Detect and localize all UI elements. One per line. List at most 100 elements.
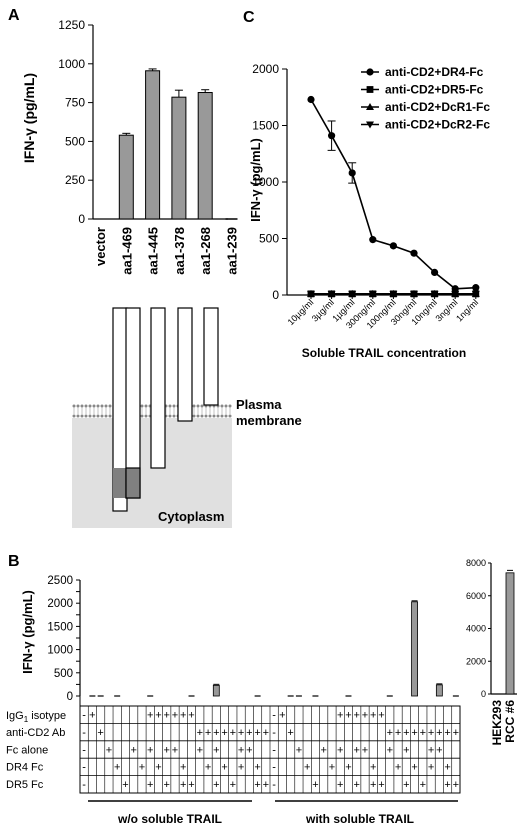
chart-a-category-label: aa1-378 — [172, 227, 187, 275]
chart-b-cell: + — [172, 744, 178, 756]
chart-b-cell: + — [370, 762, 376, 774]
chart-b-cell: + — [354, 744, 360, 756]
chart-c-legend-label: anti-CD2+DcR1-Fc — [385, 100, 490, 114]
membrane-head — [104, 404, 108, 408]
chart-b-cell: + — [254, 762, 260, 774]
chart-b-cell: + — [395, 727, 401, 739]
membrane-head — [96, 404, 100, 408]
chart-b-cell: - — [82, 727, 86, 739]
chart-a-ytick-label: 0 — [78, 212, 85, 226]
chart-b-cell: - — [272, 744, 276, 756]
chart-b-cell: + — [230, 779, 236, 791]
membrane-head — [80, 404, 84, 408]
chart-c-xtick-label: 10µg/ml — [286, 297, 316, 327]
group-label-without-trail: w/o soluble TRAIL — [117, 812, 222, 826]
chart-c-xtick-label: 3ng/ml — [433, 297, 459, 323]
chart-b-ytick-label: 500 — [54, 668, 73, 680]
membrane-head — [192, 414, 196, 418]
inset-ytick-label: 6000 — [466, 591, 486, 601]
chart-b-cell: - — [82, 710, 86, 722]
chart-b-cell: + — [246, 727, 252, 739]
chart-b-cell: + — [387, 744, 393, 756]
chart-b-cell: + — [188, 779, 194, 791]
chart-b-cell: + — [230, 727, 236, 739]
chart-c-point — [366, 86, 374, 93]
chart-c-point — [366, 68, 374, 76]
membrane-head — [104, 414, 108, 418]
chart-a-ytick-label: 750 — [65, 96, 85, 110]
chart-a-bar — [197, 92, 213, 220]
chart-b-cell: + — [337, 744, 343, 756]
chart-b-cell: + — [180, 779, 186, 791]
chart-b-cell: + — [238, 727, 244, 739]
chart-c-point — [348, 169, 356, 177]
chart-b-cell: + — [436, 727, 442, 739]
chart-b-cell: + — [238, 762, 244, 774]
membrane-head — [92, 414, 96, 418]
chart-c-point — [410, 249, 418, 257]
construct-aa1-378 — [150, 307, 166, 469]
membrane-head — [200, 414, 204, 418]
cytoplasm-label: Cytoplasm — [158, 509, 224, 524]
chart-b-cell: + — [213, 727, 219, 739]
chart-b-cell: + — [106, 744, 112, 756]
chart-b-cell: + — [155, 762, 161, 774]
chart-b-cell: + — [130, 744, 136, 756]
chart-b-cell: + — [246, 744, 252, 756]
chart-b-cell: + — [312, 779, 318, 791]
chart-b-row-label: anti-CD2 Ab — [6, 727, 65, 739]
membrane-head — [172, 414, 176, 418]
membrane-head — [76, 404, 80, 408]
domain-schematic: Plasma membrane Cytoplasm — [72, 307, 302, 528]
chart-b-cell: + — [345, 710, 351, 722]
chart-a-category-label: vector — [93, 227, 108, 266]
chart-c-xtick-label: 1ng/ml — [454, 297, 480, 323]
membrane-head — [196, 404, 200, 408]
inset-ytick-label: 2000 — [466, 656, 486, 666]
chart-b-cell: + — [155, 710, 161, 722]
membrane-head — [192, 404, 196, 408]
membrane-head — [168, 404, 172, 408]
membrane-head — [208, 414, 212, 418]
chart-b-cell: + — [304, 762, 310, 774]
chart-b-cell: + — [238, 744, 244, 756]
membrane-head — [84, 404, 88, 408]
chart-a: IFN-γ (pg/mL) 0 250 500 750 1000 1250 vector aa… — [21, 18, 240, 275]
chart-b-cell: + — [97, 727, 103, 739]
construct-aa1-469-dark — [113, 468, 127, 498]
chart-b-cell: + — [122, 779, 128, 791]
chart-b-cell: + — [453, 727, 459, 739]
inset-bar — [505, 572, 515, 695]
membrane-head — [168, 414, 172, 418]
chart-c-legend-label: anti-CD2+DR5-Fc — [385, 83, 484, 97]
membrane-head — [92, 404, 96, 408]
inset-category-label: HEK293 — [490, 700, 504, 746]
chart-c-point — [410, 290, 418, 298]
construct-aa1-268 — [177, 307, 193, 422]
membrane-label-line1: Plasma — [236, 397, 282, 412]
chart-b-cell: + — [403, 744, 409, 756]
chart-b-cell: + — [370, 710, 376, 722]
membrane-head — [224, 404, 228, 408]
chart-c-point — [472, 284, 480, 292]
chart-c-point — [389, 242, 397, 250]
chart-b-cell: + — [147, 710, 153, 722]
membrane-head — [144, 414, 148, 418]
chart-b-cell: + — [89, 710, 95, 722]
membrane-head — [224, 414, 228, 418]
chart-b-cell: - — [272, 710, 276, 722]
chart-b-cell: + — [164, 710, 170, 722]
membrane-head — [88, 404, 92, 408]
membrane-head — [220, 404, 224, 408]
chart-b-cell: - — [272, 762, 276, 774]
chart-b-cell: + — [164, 779, 170, 791]
membrane-head — [72, 414, 76, 418]
panel-label-c: C — [243, 9, 255, 26]
chart-c-legend-label: anti-CD2+DR4-Fc — [385, 65, 484, 79]
chart-a-category-label: aa1-239 — [225, 227, 240, 275]
chart-b-cell: + — [453, 779, 459, 791]
chart-b-cell: + — [444, 727, 450, 739]
group-label-with-trail: with soluble TRAIL — [305, 812, 414, 826]
